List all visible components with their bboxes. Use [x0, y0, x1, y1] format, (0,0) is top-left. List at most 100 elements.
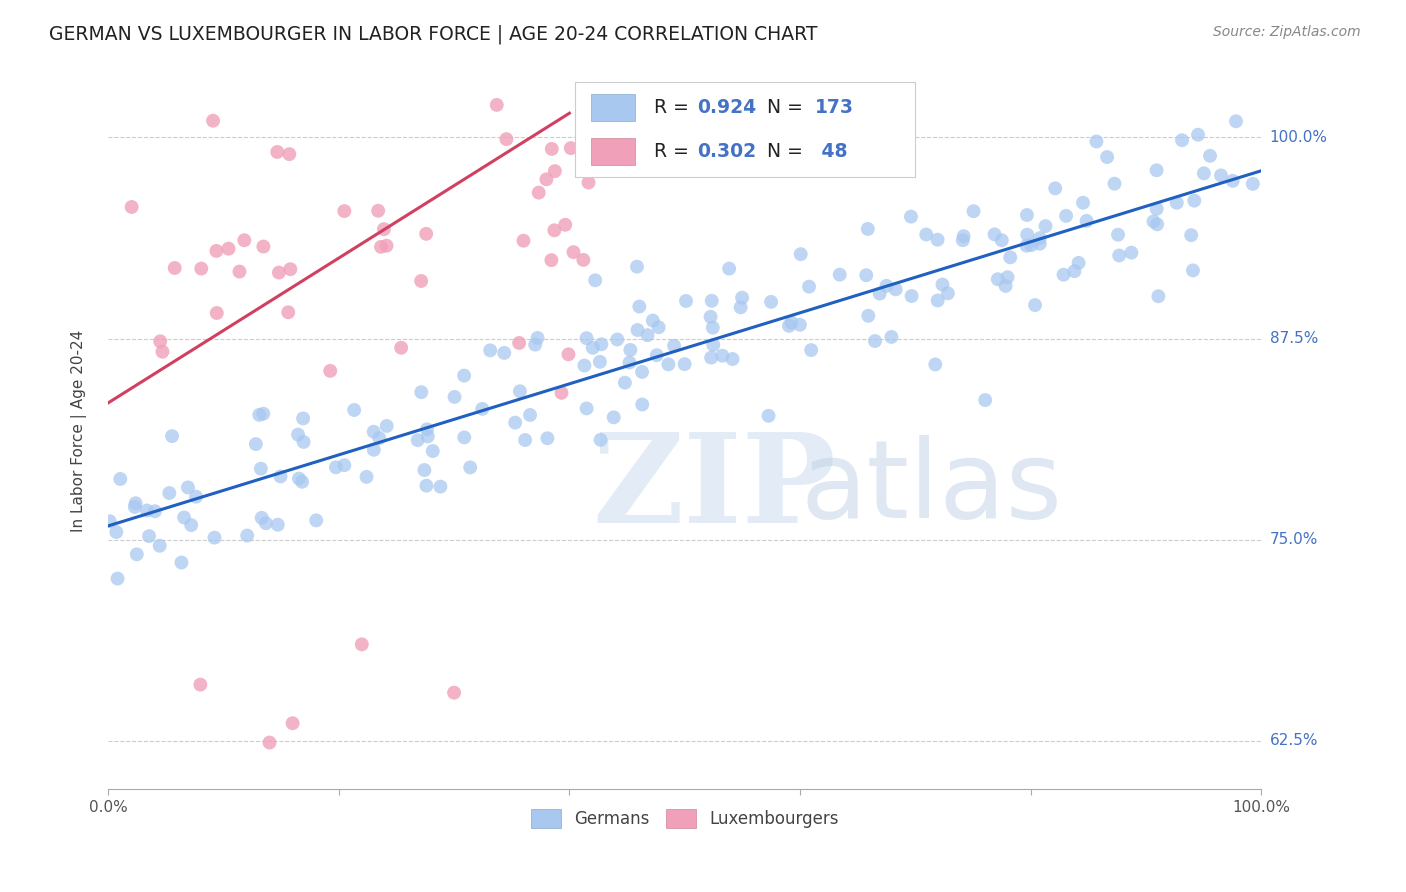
Point: [325, 460, 347, 475]
Point: [453, 430, 475, 444]
Point: [700, 351, 723, 365]
Point: [543, 223, 565, 237]
Point: [1076, 214, 1098, 228]
Point: [105, 524, 128, 539]
Point: [288, 472, 311, 486]
Point: [1085, 135, 1108, 149]
Point: [177, 480, 200, 494]
Point: [1225, 114, 1247, 128]
Point: [789, 247, 811, 261]
Text: atlas: atlas: [800, 435, 1062, 541]
Point: [110, 472, 132, 486]
Point: [900, 289, 922, 303]
Point: [778, 318, 800, 333]
Point: [952, 233, 974, 247]
Point: [1209, 169, 1232, 183]
Point: [589, 355, 612, 369]
Point: [702, 338, 724, 352]
Point: [550, 385, 572, 400]
Point: [575, 331, 598, 345]
Point: [277, 305, 299, 319]
Point: [1104, 177, 1126, 191]
Point: [606, 333, 628, 347]
Point: [1015, 208, 1038, 222]
Point: [1095, 150, 1118, 164]
Point: [413, 463, 436, 477]
Point: [731, 291, 754, 305]
Point: [575, 401, 598, 416]
Point: [574, 359, 596, 373]
Point: [721, 351, 744, 366]
Point: [149, 334, 172, 349]
Point: [218, 242, 240, 256]
Point: [205, 306, 228, 320]
Point: [994, 279, 1017, 293]
Point: [350, 637, 373, 651]
Point: [170, 556, 193, 570]
Point: [974, 393, 997, 408]
Point: [1192, 166, 1215, 180]
Point: [429, 480, 451, 494]
Point: [247, 408, 270, 422]
Point: [160, 429, 183, 443]
Point: [869, 286, 891, 301]
Point: [602, 410, 624, 425]
Point: [1052, 268, 1074, 282]
Text: N =: N =: [766, 142, 808, 161]
Point: [931, 277, 953, 292]
Point: [1029, 231, 1052, 245]
Point: [962, 204, 984, 219]
Point: [149, 539, 172, 553]
Point: [1147, 289, 1170, 303]
Point: [1045, 181, 1067, 195]
Point: [1180, 228, 1202, 243]
Point: [641, 313, 664, 327]
Point: [572, 252, 595, 267]
Point: [828, 268, 851, 282]
Text: 62.5%: 62.5%: [1270, 733, 1319, 748]
Point: [554, 218, 576, 232]
Point: [589, 433, 612, 447]
Point: [536, 431, 558, 445]
Point: [343, 403, 366, 417]
Point: [952, 229, 974, 244]
Point: [375, 419, 398, 434]
FancyBboxPatch shape: [575, 82, 915, 177]
Legend: Germans, Luxembourgers: Germans, Luxembourgers: [524, 802, 845, 835]
Point: [718, 261, 741, 276]
Point: [673, 357, 696, 371]
Point: [508, 335, 530, 350]
Text: R =: R =: [654, 142, 695, 161]
Point: [485, 98, 508, 112]
Point: [233, 233, 256, 247]
Point: [1187, 128, 1209, 142]
Point: [143, 504, 166, 518]
Point: [675, 293, 697, 308]
Point: [1071, 195, 1094, 210]
Text: GERMAN VS LUXEMBOURGER IN LABOR FORCE | AGE 20-24 CORRELATION CHART: GERMAN VS LUXEMBOURGER IN LABOR FORCE | …: [49, 25, 818, 45]
Point: [936, 286, 959, 301]
Point: [367, 203, 389, 218]
Point: [1015, 238, 1038, 252]
Point: [863, 334, 886, 348]
Point: [662, 339, 685, 353]
Point: [305, 513, 328, 527]
Point: [884, 282, 907, 296]
Point: [494, 346, 516, 360]
Point: [628, 300, 651, 314]
Point: [266, 145, 288, 159]
Point: [1146, 163, 1168, 178]
Text: Source: ZipAtlas.com: Source: ZipAtlas.com: [1213, 25, 1361, 39]
Point: [626, 260, 648, 274]
Point: [375, 238, 398, 252]
Point: [647, 320, 669, 334]
Point: [278, 262, 301, 277]
Point: [202, 113, 225, 128]
Point: [503, 416, 526, 430]
Point: [1166, 195, 1188, 210]
Point: [856, 222, 879, 236]
Text: N =: N =: [766, 98, 808, 118]
Point: [125, 547, 148, 561]
Point: [562, 245, 585, 260]
Point: [1171, 133, 1194, 147]
